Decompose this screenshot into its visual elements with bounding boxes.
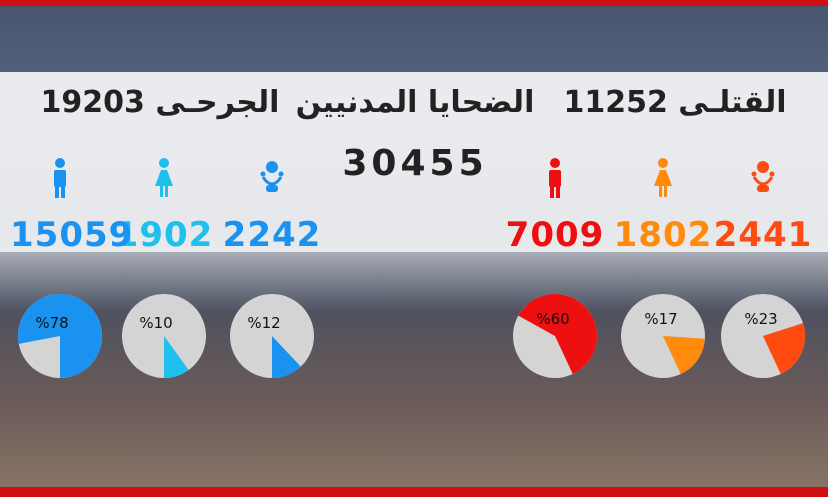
killed-title: القتلـى 11252 xyxy=(563,85,787,120)
wounded-woman-count: 1902 xyxy=(114,215,214,255)
man-icon xyxy=(549,158,561,198)
wounded-title: الجرحـى 19203 xyxy=(40,85,280,120)
wounded-man-percent: %78 xyxy=(35,314,69,332)
woman-icon xyxy=(654,158,672,197)
pie-slice xyxy=(164,336,189,378)
killed-man-count: 7009 xyxy=(505,215,605,255)
light-band xyxy=(0,72,828,252)
pie-slice xyxy=(763,323,805,375)
killed-woman-count: 1802 xyxy=(613,215,713,255)
killed-child-percent: %23 xyxy=(744,310,778,328)
pie-slice xyxy=(272,336,301,378)
pie-slice xyxy=(17,294,102,378)
child-icon xyxy=(751,161,775,192)
header-background xyxy=(0,6,828,72)
wounded-child-count: 2242 xyxy=(222,215,322,255)
top-border xyxy=(0,0,828,6)
band-fade xyxy=(0,252,828,312)
civilian-total: 30455 xyxy=(342,143,488,184)
man-icon xyxy=(54,158,66,198)
wounded-man-count: 15059 xyxy=(10,215,134,255)
woman-icon xyxy=(155,158,173,197)
killed-man-percent: %60 xyxy=(536,310,570,328)
civilian-title: الضحايا المدنيين xyxy=(295,85,535,120)
pie-slice xyxy=(663,336,705,375)
child-icon xyxy=(260,161,284,192)
wounded-woman-percent: %10 xyxy=(139,314,173,332)
killed-woman-percent: %17 xyxy=(644,310,678,328)
pie-slice xyxy=(518,293,598,375)
wounded-child-percent: %12 xyxy=(247,314,281,332)
bottom-border xyxy=(0,487,828,497)
killed-child-count: 2441 xyxy=(713,215,813,255)
